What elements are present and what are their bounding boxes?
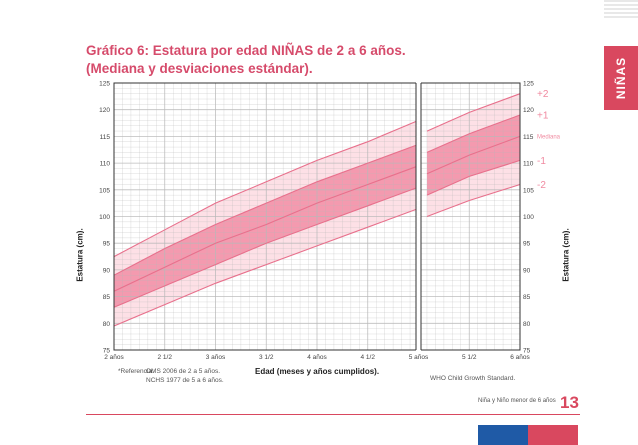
x-tick-label: 3 años (206, 354, 226, 361)
series-line-minus2 (113, 207, 419, 327)
x-tick-label: 5 1/2 (462, 354, 477, 361)
y-axis-label-left: Estatura (cm). (75, 228, 85, 282)
series-label: -2 (537, 180, 546, 191)
x-tick-label: 5 años (409, 354, 429, 361)
who-standard-label: WHO Child Growth Standard. (430, 375, 516, 382)
y-tick-label-right: 80 (523, 321, 531, 328)
y-tick-label-right: 105 (523, 187, 534, 194)
chart-frame (113, 82, 521, 351)
footer-divider (86, 414, 580, 415)
chart-title-line2: (Mediana y desviaciones estándar). (86, 61, 313, 76)
y-tick-label-left: 95 (103, 241, 111, 248)
y-tick-label-left: 105 (99, 187, 110, 194)
y-tick-label-right: 100 (523, 214, 534, 221)
y-tick-label-left: 75 (103, 348, 111, 355)
reference-line2: NCHS 1977 de 5 a 6 años. (146, 377, 224, 384)
x-tick-labels: 2 años 2 1/2 3 años 3 1/2 4 años 4 1/2 5 años 5… (104, 354, 530, 361)
x-tick-label: 4 años (307, 354, 327, 361)
y-tick-label-left: 115 (100, 134, 111, 141)
footer-bar-red (528, 425, 578, 445)
y-axis-label-right: Estatura (cm). (561, 228, 571, 282)
decorative-stripes (604, 0, 638, 20)
plot-border (113, 82, 521, 351)
y-tick-label-right: 125 (523, 81, 534, 88)
y-tick-label-right: 85 (523, 294, 531, 301)
series-label: -1 (537, 156, 546, 167)
series-line-mediana (113, 165, 419, 292)
y-tick-labels: 75 75 80 80 85 85 90 90 95 95 100 100 105 105 110 110 11… (99, 81, 534, 355)
series-labels: +2 +1 Mediana -1 -2 (537, 89, 561, 191)
y-tick-label-left: 100 (99, 214, 110, 221)
y-tick-label-right: 115 (523, 134, 534, 141)
band-plus1-median (427, 115, 520, 174)
footer-text: Niña y Niño menor de 6 años (478, 398, 556, 404)
series-line-plus1 (113, 143, 419, 276)
y-tick-label-right: 75 (523, 348, 531, 355)
chart-title-line1: Gráfico 6: Estatura por edad NIÑAS de 2 … (86, 43, 406, 58)
y-tick-label-right: 95 (523, 241, 531, 248)
sd-lines (113, 93, 521, 327)
y-tick-label-left: 80 (103, 321, 111, 328)
reference-label: *Referencia: (118, 368, 154, 375)
y-tick-label-right: 90 (523, 267, 531, 274)
series-line-plus2 (113, 119, 419, 258)
band-minus1-minus2 (427, 160, 520, 217)
series-label: Mediana (537, 134, 561, 140)
series-line-mediana (426, 135, 521, 175)
y-tick-label-left: 120 (99, 107, 110, 114)
x-tick-label: 2 1/2 (158, 354, 173, 361)
y-tick-label-right: 120 (523, 107, 534, 114)
y-tick-label-left: 90 (103, 267, 111, 274)
chart-title: Gráfico 6: Estatura por edad NIÑAS de 2 … (86, 42, 406, 78)
series-label: +2 (537, 89, 549, 100)
section-tab: NIÑAS (604, 46, 638, 110)
series-line-minus2 (426, 183, 521, 218)
series-line-minus1 (426, 159, 521, 196)
y-tick-label-left: 85 (103, 294, 111, 301)
series-line-minus1 (113, 186, 419, 308)
x-tick-label: 6 años (510, 354, 530, 361)
series-line-plus1 (426, 114, 521, 153)
band-median-minus1 (427, 136, 520, 196)
x-tick-label: 2 años (104, 354, 124, 361)
y-tick-label-right: 110 (523, 161, 534, 168)
y-tick-label-left: 110 (100, 161, 111, 168)
page-number: 13 (560, 393, 579, 412)
series-label: +1 (537, 111, 549, 122)
x-axis-label: Edad (meses y años cumplidos). (255, 367, 380, 376)
x-tick-label: 4 1/2 (361, 354, 376, 361)
x-tick-label: 3 1/2 (259, 354, 274, 361)
y-tick-label-left: 125 (99, 81, 110, 88)
series-line-plus2 (426, 93, 521, 132)
reference-line1: OMS 2006 de 2 a 5 años. (146, 368, 221, 375)
segment-gap (416, 82, 421, 351)
band-plus2-plus1 (427, 93, 520, 153)
footer-bar-blue (478, 425, 528, 445)
